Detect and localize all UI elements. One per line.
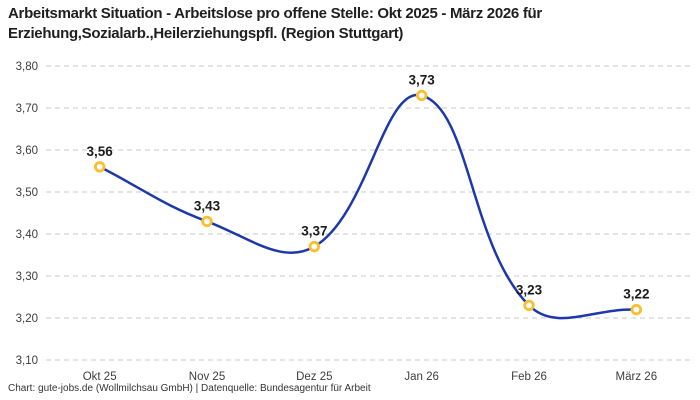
data-point-label: 3,22 bbox=[623, 287, 649, 302]
data-point-marker bbox=[523, 299, 535, 312]
data-point-label: 3,56 bbox=[87, 144, 114, 159]
data-point-label: 3,43 bbox=[194, 198, 221, 213]
data-point-marker bbox=[308, 240, 321, 253]
y-tick-label: 3,60 bbox=[16, 145, 38, 157]
data-point-marker bbox=[630, 303, 643, 316]
x-tick-label: Feb 26 bbox=[511, 371, 547, 383]
data-point-label: 3,73 bbox=[409, 72, 436, 87]
x-tick-label: Nov 25 bbox=[189, 371, 225, 383]
x-tick-label: Jan 26 bbox=[404, 371, 439, 383]
data-point-marker bbox=[415, 89, 428, 102]
x-tick-label: Okt 25 bbox=[83, 371, 117, 383]
chart-title-line2: Erziehung,Sozialarb.,Heilerziehungspfl. … bbox=[8, 25, 404, 42]
chart-credit: Chart: gute-jobs.de (Wollmilchsau GmbH) … bbox=[8, 383, 371, 394]
y-tick-label: 3,20 bbox=[16, 313, 38, 325]
data-point-label: 3,23 bbox=[516, 282, 543, 297]
y-tick-label: 3,10 bbox=[16, 355, 38, 367]
y-tick-label: 3,80 bbox=[16, 61, 38, 73]
chart-title-line1: Arbeitsmarkt Situation - Arbeitslose pro… bbox=[8, 5, 542, 22]
x-tick-label: März 26 bbox=[616, 371, 658, 383]
data-point-marker bbox=[93, 161, 106, 173]
chart-title: Arbeitsmarkt Situation - Arbeitslose pro… bbox=[8, 4, 692, 44]
x-tick-label: Dez 25 bbox=[296, 371, 332, 383]
data-point-label: 3,37 bbox=[301, 224, 327, 239]
series-line bbox=[98, 93, 638, 320]
y-tick-label: 3,40 bbox=[16, 229, 38, 241]
y-tick-label: 3,30 bbox=[16, 271, 38, 283]
y-tick-label: 3,70 bbox=[16, 103, 38, 115]
y-tick-label: 3,50 bbox=[16, 187, 38, 199]
data-point-marker bbox=[201, 215, 213, 228]
